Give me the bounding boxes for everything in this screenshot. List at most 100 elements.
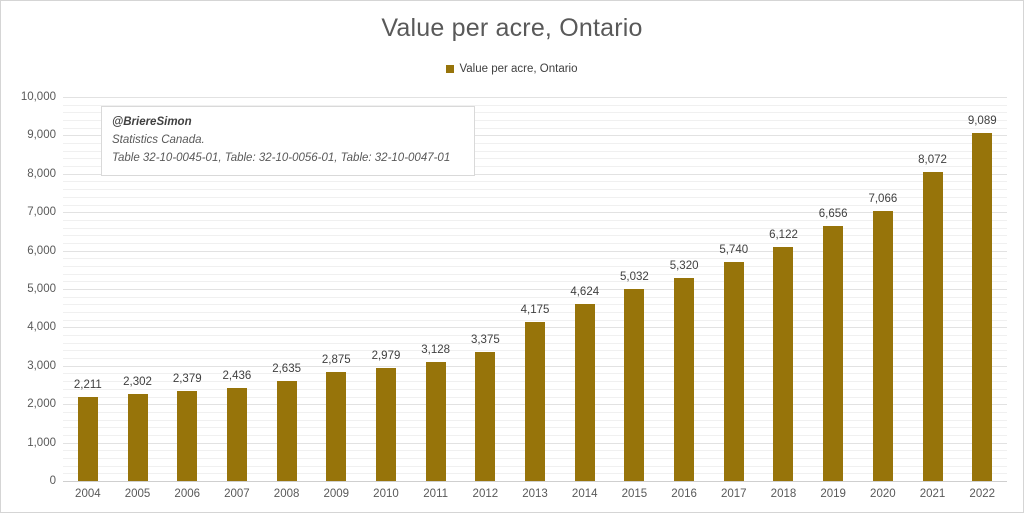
- gridline-major: [63, 173, 1007, 175]
- gridline-major: [63, 289, 1007, 290]
- y-tick-label: 4,000: [27, 321, 56, 334]
- gridline-minor: [63, 104, 1007, 106]
- gridline-minor: [63, 150, 1007, 152]
- bars-row: 2,211 2,302 2,379 2,436 2,635 2,875 2,979 3,128…: [63, 98, 1007, 482]
- category-cell-2012: 3,375: [461, 98, 511, 482]
- category-cell-2011: 3,128: [411, 98, 461, 482]
- gridline-minor: [63, 319, 1007, 321]
- category-cell-2004: 2,211: [63, 98, 113, 482]
- y-tick-label: 6,000: [27, 244, 56, 257]
- x-tick-label-2005: 2005: [124, 488, 151, 500]
- x-tick-label-2004: 2004: [75, 488, 101, 500]
- y-tick-label: 9,000: [27, 129, 56, 142]
- data-label-2007: 2,436: [222, 370, 252, 383]
- category-cell-2005: 2,302: [113, 98, 163, 482]
- category-cell-2007: 2,436: [212, 98, 262, 482]
- gridline-major: [63, 212, 1007, 214]
- data-label-2004: 2,211: [73, 379, 102, 392]
- gridline-minor: [63, 204, 1007, 206]
- gridline-major: [63, 250, 1007, 252]
- gridline-minor: [63, 219, 1007, 221]
- bar-2016: [674, 277, 695, 482]
- y-tick-label: 1,000: [27, 436, 56, 449]
- bar-2004: [77, 397, 98, 482]
- annotation-author: @BriereSimon: [112, 116, 192, 128]
- x-tick-label-2008: 2008: [273, 488, 300, 500]
- x-tick-label-2021: 2021: [919, 488, 946, 500]
- bar-2015: [624, 288, 645, 482]
- gridline-minor: [63, 242, 1007, 244]
- category-cell-2020: 7,066: [858, 98, 908, 482]
- bar-2007: [226, 388, 247, 482]
- x-tick-label-2019: 2019: [820, 488, 846, 500]
- gridline-minor: [63, 304, 1007, 306]
- x-tick-label-2012: 2012: [472, 488, 499, 500]
- category-cell-2017: 5,740: [709, 98, 759, 482]
- x-tick-label-2015: 2015: [621, 488, 648, 500]
- gridline-minor: [63, 296, 1007, 298]
- y-tick-label: 7,000: [27, 206, 56, 219]
- gridline-minor: [63, 265, 1007, 267]
- bar-2022: [972, 132, 993, 482]
- x-tick-label-2006: 2006: [174, 488, 201, 500]
- data-label-2015: 5,032: [620, 270, 649, 283]
- annotation-tables: Table 32-10-0045-01, Table: 32-10-0056-0…: [112, 151, 451, 164]
- category-cell-2006: 2,379: [162, 98, 212, 482]
- data-label-2010: 2,979: [371, 349, 401, 362]
- gridline-minor: [63, 196, 1007, 198]
- data-label-2011: 3,128: [421, 343, 451, 356]
- bar-2018: [773, 246, 794, 482]
- gridline-minor: [63, 112, 1007, 114]
- data-label-2016: 5,320: [669, 259, 699, 272]
- bar-2005: [127, 393, 148, 482]
- category-cell-2009: 2,875: [311, 98, 361, 482]
- y-axis: 0 1,000 2,000 3,000 4,000 5,000 6,000 7,000 8,00…: [1, 91, 56, 487]
- annotation-source: Statistics Canada.: [112, 133, 205, 146]
- legend-marker-icon: [446, 65, 455, 73]
- data-label-2017: 5,740: [719, 243, 749, 256]
- y-tick-label: 3,000: [27, 359, 56, 372]
- data-label-2008: 2,635: [272, 362, 301, 375]
- data-label-2020: 7,066: [868, 192, 898, 205]
- source-annotation: @BriereSimon Statistics Canada. Table 32…: [101, 106, 475, 177]
- x-tick-label-2018: 2018: [770, 488, 797, 500]
- bar-2008: [276, 380, 297, 482]
- category-cell-2014: 4,624: [560, 98, 610, 482]
- bar-2019: [823, 226, 844, 482]
- data-label-2013: 4,175: [520, 303, 550, 316]
- x-tick-label-2016: 2016: [671, 488, 697, 500]
- data-label-2012: 3,375: [470, 334, 500, 347]
- gridline-minor: [63, 227, 1007, 229]
- plot-area: 2,211 2,302 2,379 2,436 2,635 2,875 2,979 3,128…: [63, 97, 1007, 482]
- gridline-major: [63, 97, 1007, 98]
- data-label-2014: 4,624: [570, 286, 600, 299]
- x-tick-label-2022: 2022: [969, 488, 996, 500]
- category-cell-2019: 6,656: [808, 98, 858, 482]
- gridline-minor: [63, 258, 1007, 260]
- bar-2011: [425, 361, 446, 482]
- bar-2020: [872, 210, 893, 482]
- data-label-2022: 9,089: [967, 114, 997, 127]
- x-tick-label-2013: 2013: [522, 488, 548, 500]
- bar-2010: [375, 367, 396, 482]
- legend-label: Value per acre, Ontario: [459, 63, 578, 75]
- data-label-2006: 2,379: [172, 372, 202, 385]
- gridline-minor: [63, 143, 1007, 145]
- y-tick-label: 5,000: [27, 283, 56, 295]
- x-tick-label-2010: 2010: [373, 488, 399, 500]
- category-cell-2016: 5,320: [659, 98, 709, 482]
- y-tick-label: 10,000: [20, 91, 56, 103]
- gridline-minor: [63, 127, 1007, 129]
- y-tick-label: 8,000: [27, 167, 56, 180]
- data-label-2019: 6,656: [818, 208, 848, 221]
- gridline-major: [63, 135, 1007, 137]
- bar-2013: [525, 321, 546, 482]
- gridline-minor: [63, 281, 1007, 283]
- x-tick-label-2020: 2020: [870, 488, 896, 500]
- gridline-minor: [63, 181, 1007, 183]
- gridline-minor: [63, 166, 1007, 168]
- x-tick-label-2017: 2017: [720, 488, 747, 500]
- category-cell-2021: 8,072: [908, 98, 958, 482]
- bar-2014: [574, 304, 595, 482]
